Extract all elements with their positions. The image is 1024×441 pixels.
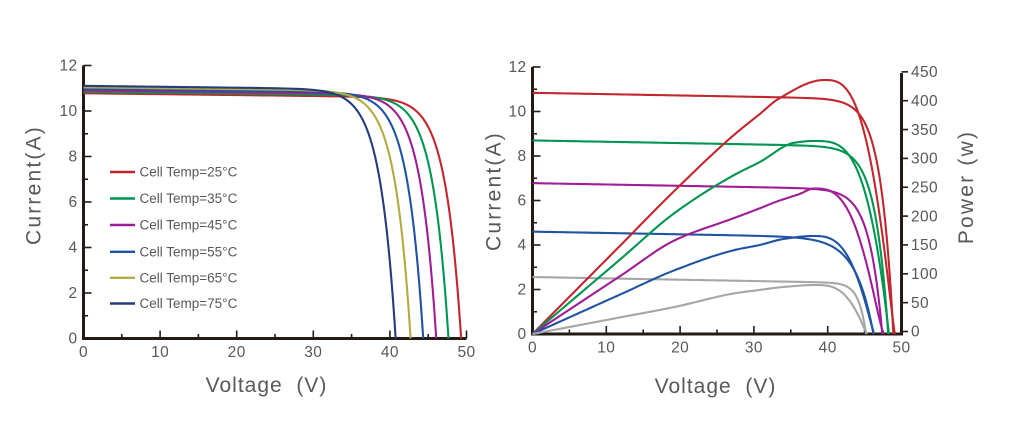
svg-text:Voltage (V): Voltage (V) xyxy=(206,374,328,397)
svg-text:0: 0 xyxy=(517,326,526,343)
svg-text:2: 2 xyxy=(68,285,77,302)
svg-text:100: 100 xyxy=(911,266,938,283)
svg-text:30: 30 xyxy=(304,344,322,361)
svg-text:Cell Temp=75°C: Cell Temp=75°C xyxy=(140,296,238,311)
svg-text:30: 30 xyxy=(745,340,763,357)
svg-text:Current(A): Current(A) xyxy=(23,125,46,245)
svg-text:400: 400 xyxy=(911,93,938,110)
svg-text:Power (w): Power (w) xyxy=(955,130,978,244)
svg-text:50: 50 xyxy=(911,295,929,312)
svg-text:Cell Temp=35°C: Cell Temp=35°C xyxy=(140,191,238,206)
svg-text:8: 8 xyxy=(517,148,526,165)
svg-text:2: 2 xyxy=(517,282,526,299)
svg-text:0: 0 xyxy=(68,331,77,348)
svg-text:10: 10 xyxy=(597,340,615,357)
svg-text:0: 0 xyxy=(911,324,920,341)
svg-text:4: 4 xyxy=(68,240,77,257)
svg-text:Cell Temp=65°C: Cell Temp=65°C xyxy=(140,271,238,286)
svg-text:0: 0 xyxy=(528,340,537,357)
svg-text:Voltage (V): Voltage (V) xyxy=(655,375,777,398)
svg-text:0: 0 xyxy=(79,344,88,361)
svg-text:12: 12 xyxy=(508,59,526,76)
svg-text:350: 350 xyxy=(911,122,938,139)
svg-text:Cell Temp=55°C: Cell Temp=55°C xyxy=(140,245,238,260)
svg-text:6: 6 xyxy=(68,194,77,211)
svg-text:200: 200 xyxy=(911,208,938,225)
svg-text:300: 300 xyxy=(911,151,938,168)
svg-text:250: 250 xyxy=(911,179,938,196)
svg-text:4: 4 xyxy=(517,237,526,254)
svg-text:Current(A): Current(A) xyxy=(483,131,506,251)
svg-text:Cell Temp=25°C: Cell Temp=25°C xyxy=(140,165,238,180)
svg-text:12: 12 xyxy=(59,58,77,75)
svg-text:6: 6 xyxy=(517,193,526,210)
svg-text:450: 450 xyxy=(911,64,938,81)
svg-text:8: 8 xyxy=(68,149,77,166)
svg-text:Cell Temp=45°C: Cell Temp=45°C xyxy=(140,218,238,233)
svg-text:20: 20 xyxy=(228,344,246,361)
svg-text:150: 150 xyxy=(911,237,938,254)
svg-text:40: 40 xyxy=(819,340,837,357)
svg-text:10: 10 xyxy=(508,104,526,121)
svg-text:10: 10 xyxy=(59,103,77,120)
svg-text:20: 20 xyxy=(671,340,689,357)
svg-text:50: 50 xyxy=(892,340,910,357)
svg-text:50: 50 xyxy=(457,344,475,361)
svg-text:10: 10 xyxy=(151,344,169,361)
svg-text:40: 40 xyxy=(381,344,399,361)
